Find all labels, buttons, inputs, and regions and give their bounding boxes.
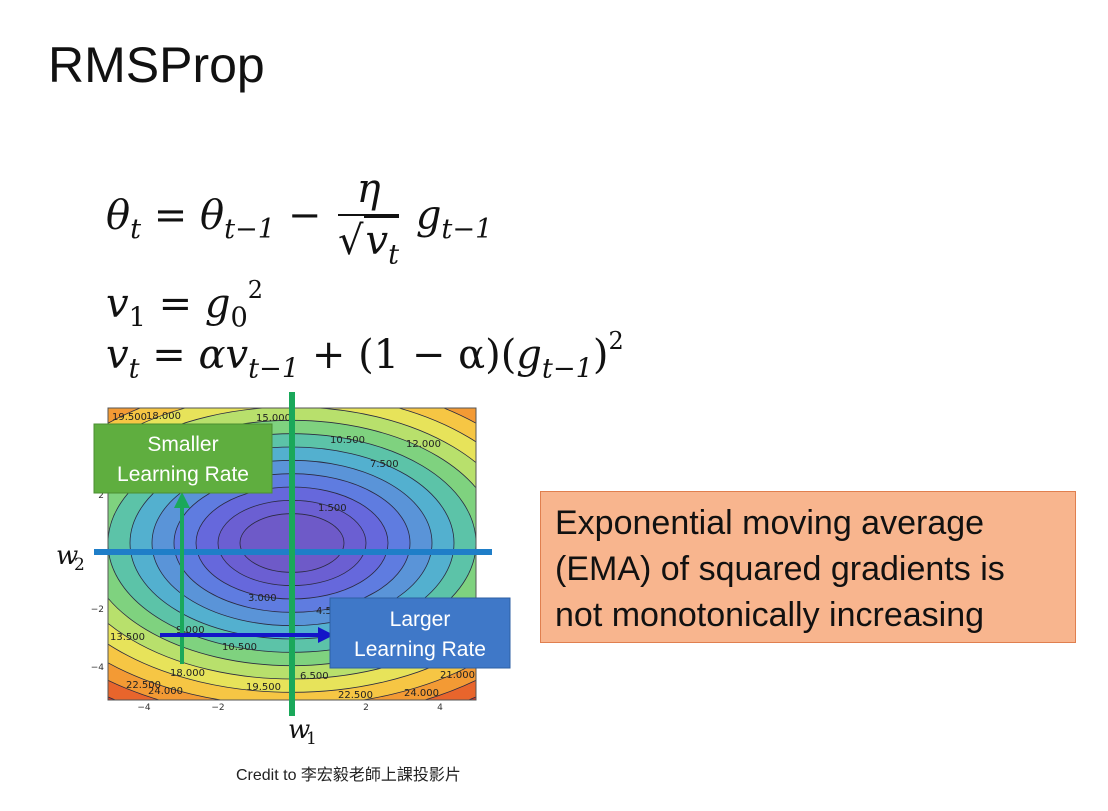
contour-value-label: 1.500 [318,503,347,514]
subscript: t−1 [541,353,593,385]
contour-value-label: 7.500 [370,459,399,470]
larger-lr-line2: Learning Rate [354,638,486,661]
subscript: t−1 [441,213,493,245]
ema-equation: vt = αvt−1 + (1 − α)(gt−1)2 [106,327,624,385]
callout-line-1: Exponential moving average [555,504,985,542]
superscript: 2 [608,327,624,355]
smaller-lr-line2: Learning Rate [117,463,249,486]
y-tick-label: −4 [91,663,105,673]
equals-sign: = [158,281,193,328]
contour-value-label: 12.000 [406,439,441,450]
credit-text: Credit to 李宏毅老師上課投影片 [236,767,461,784]
contour-value-label: 22.500 [338,690,373,701]
callout-line-3: not monotonically increasing [555,596,985,634]
subscript: 1 [128,302,146,334]
g-symbol: g [204,281,231,328]
x-tick-label: 4 [437,703,443,713]
fraction-denominator: √vt [338,216,400,271]
slide-title: RMSProp [48,37,265,93]
w1-subscript: 1 [306,729,317,749]
contour-value-label: 6.500 [300,671,329,682]
y-tick-label: −2 [91,605,104,615]
x-tick-label: 2 [363,703,369,713]
w2-letter: w [56,541,78,571]
contour-value-label: 15.000 [256,413,291,424]
contour-value-label: 18.000 [170,668,205,679]
x-tick-label: −2 [211,703,224,713]
g-symbol: g [516,332,542,379]
minus-sign: − [287,192,322,239]
subscript: t−1 [224,213,276,245]
contour-value-label: 24.000 [404,688,439,699]
w1-letter: w [288,715,310,745]
subscript: 0 [230,302,248,334]
smaller-lr-line1: Smaller [147,433,218,456]
w2-label: w 2 [56,541,85,575]
contour-value-label: 3.000 [248,593,277,604]
subscript: t−1 [248,353,300,385]
v-symbol: v [106,281,129,328]
smaller-lr-box: Smaller Learning Rate [93,423,273,494]
v-symbol: v [365,218,389,264]
subscript: t [128,353,140,385]
contour-value-label: 21.000 [440,670,475,681]
alpha-v-term: αv [198,332,249,379]
larger-lr-box: Larger Learning Rate [329,597,511,669]
equals-sign: = [153,192,188,239]
g-symbol: g [415,192,442,239]
larger-lr-line1: Larger [390,608,451,631]
init-equation: v1 = g02 [106,276,263,334]
callout-line-2: (EMA) of squared gradients is [555,550,1005,588]
middle-term: + (1 − α)( [311,332,517,379]
theta-symbol: θ [106,192,131,239]
equals-sign: = [152,332,186,379]
update-equation: θt = θt−1 − η √vt gt−1 [106,166,492,271]
close-paren: ) [592,332,609,379]
contour-value-label: 10.500 [222,642,257,653]
contour-value-label: 19.500 [112,412,147,423]
theta-symbol: θ [199,192,225,239]
contour-value-label: 19.500 [246,682,281,693]
contour-value-label: 9.000 [176,625,205,636]
w2-subscript: 2 [74,555,85,575]
contour-value-label: 24.000 [148,686,183,697]
w1-label: w 1 [288,715,317,749]
x-tick-label: −4 [137,703,151,713]
subscript: t [388,239,400,271]
contour-value-label: 4.5 [316,606,332,617]
superscript: 2 [247,276,264,304]
contour-value-label: 18.000 [146,411,181,422]
contour-value-label: 13.500 [110,632,145,643]
fraction: η √vt [338,166,400,271]
ema-callout: Exponential moving average (EMA) of squa… [540,491,1076,643]
y-tick-label: 2 [98,491,104,501]
fraction-numerator: η [338,166,400,216]
v-symbol: v [106,332,129,379]
subscript: t [130,213,142,245]
contour-value-label: 10.500 [330,435,365,446]
contour-value-label: 22.500 [126,680,161,691]
